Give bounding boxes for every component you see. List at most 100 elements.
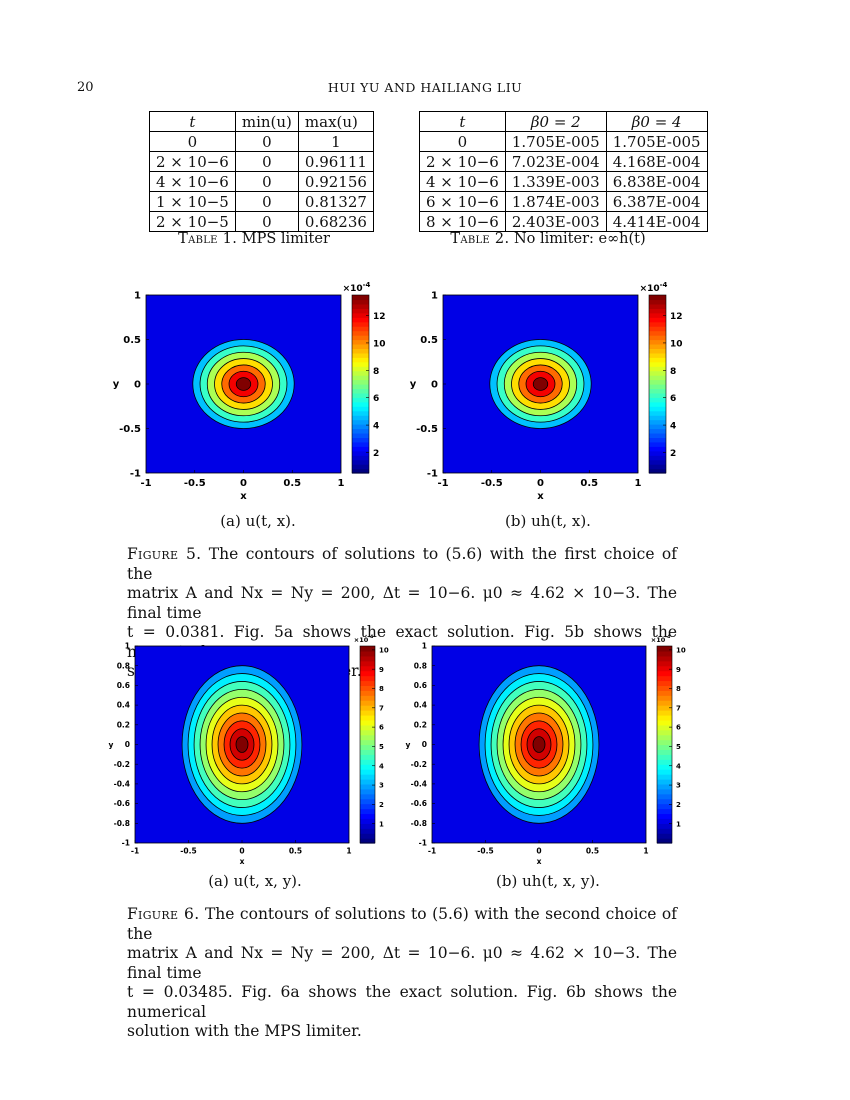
y-tick-label: -0.4 [411, 780, 427, 789]
colorbar-tick-label: 8 [379, 685, 384, 693]
colorbar-scale-exponent: -4 [368, 634, 373, 640]
colorbar-tick-label: 10 [379, 646, 389, 654]
colorbar-segment [352, 330, 369, 336]
cell: 4 × 10−6 [419, 171, 506, 192]
col-max: max(u) [304, 112, 358, 131]
contour-band [532, 736, 546, 753]
cell: 0.68236 [297, 211, 374, 232]
cell: 1 × 10−5 [149, 191, 236, 212]
colorbar-segment [657, 719, 672, 726]
colorbar-segment [360, 670, 375, 677]
colorbar-tick-label: 4 [676, 762, 681, 770]
table-row: 6 × 10−6 1.874E-003 6.387E-004 [419, 191, 708, 212]
cell: 0 [234, 211, 299, 232]
colorbar-frame [351, 294, 370, 474]
y-tick-label: 0.5 [420, 335, 438, 346]
colorbar-segment [649, 441, 666, 447]
colorbar-tick-label: 9 [676, 666, 681, 674]
colorbar-tick-label: 7 [676, 704, 681, 712]
y-tick-label: -0.4 [114, 780, 130, 789]
colorbar-tick-label: 4 [670, 422, 676, 432]
colorbar-segment [649, 424, 666, 430]
caption-line: solution with the MPS limiter. [127, 1022, 362, 1040]
table-header-row: t min(u) max(u) [149, 111, 374, 132]
colorbar-segment [657, 700, 672, 706]
colorbar-segment [649, 308, 666, 314]
cell: 6.838E-004 [605, 171, 708, 192]
caption-line: Figure 5. The contours of solutions to (… [127, 545, 677, 584]
colorbar-segment [360, 710, 375, 716]
colorbar-segment [352, 384, 369, 390]
colorbar-segment [360, 655, 375, 662]
colorbar-tick-label: 12 [670, 312, 683, 322]
colorbar-segment [352, 410, 369, 416]
colorbar-segment [360, 660, 375, 667]
colorbar-tick-label: 8 [676, 685, 681, 693]
colorbar-segment [360, 828, 375, 834]
colorbar-segment [360, 833, 375, 839]
figure-5b-subcaption: (b) uh(t, x). [505, 512, 591, 530]
colorbar-segment [352, 343, 369, 349]
table-1-caption: Table 1. MPS limiter [149, 231, 359, 247]
colorbar-tick-label: 5 [379, 743, 384, 751]
colorbar-segment [352, 312, 369, 318]
colorbar-segment [657, 828, 672, 834]
x-tick-label: 0.5 [586, 847, 599, 856]
colorbar-segment [657, 759, 672, 765]
colorbar-segment [649, 384, 666, 390]
colorbar-segment [360, 675, 375, 682]
colorbar-segment [352, 321, 369, 327]
table-header-cell: t [419, 111, 506, 132]
y-tick-label: 0.5 [123, 335, 141, 346]
cell: 1.339E-003 [504, 171, 607, 192]
colorbar-segment [360, 705, 375, 711]
colorbar-segment [360, 774, 375, 780]
y-tick-label: -0.5 [119, 424, 141, 435]
colorbar-segment [649, 428, 666, 434]
colorbar-segment [352, 361, 369, 367]
colorbar-segment [649, 361, 666, 367]
colorbar-scale-label: ×10-4 [640, 281, 668, 294]
y-tick-label: -1 [122, 839, 130, 848]
figure-6-caption: Figure 6. The contours of solutions to (… [127, 905, 677, 1042]
colorbar-segment [657, 833, 672, 839]
y-axis-label: y [109, 741, 114, 750]
colorbar-segment [360, 759, 375, 765]
colorbar-tick-label: 10 [670, 339, 683, 349]
cell: 0 [234, 131, 299, 152]
cell: 0 [234, 191, 299, 212]
y-tick-label: -0.2 [411, 760, 427, 769]
y-tick-label: -1 [427, 469, 438, 480]
colorbar-segment [657, 690, 672, 696]
colorbar-tick-label: 3 [676, 782, 681, 790]
colorbar-segment [657, 729, 672, 736]
x-tick-label: -1 [437, 478, 448, 489]
cell: 0.81327 [297, 191, 374, 212]
y-tick-label: 0 [134, 380, 141, 391]
y-axis-label: y [113, 379, 120, 390]
cell: 4 × 10−6 [149, 171, 236, 192]
figure-5a-subcaption: (a) u(t, x). [220, 512, 296, 530]
cell: 8 × 10−6 [419, 211, 506, 232]
colorbar-segment [352, 339, 369, 345]
table-row: 4 × 10−6 1.339E-003 6.838E-004 [419, 171, 708, 192]
cell: 2 × 10−5 [149, 211, 236, 232]
colorbar-segment [360, 650, 375, 657]
colorbar-tick-label: 4 [373, 422, 379, 432]
colorbar-segment [352, 379, 369, 385]
colorbar-segment [360, 769, 375, 775]
colorbar-scale-base: ×10 [354, 636, 369, 644]
colorbar-segment [649, 437, 666, 443]
colorbar-tick-label: 12 [373, 312, 386, 322]
colorbar-tick-label: 5 [676, 743, 681, 751]
colorbar-segment [360, 700, 375, 706]
colorbar-segment [649, 295, 666, 301]
colorbar-segment [352, 370, 369, 376]
col-beta2: β0 = 2 [530, 112, 581, 131]
colorbar-scale-base: ×10 [651, 636, 666, 644]
caption-label: Figure 5. [127, 545, 202, 563]
colorbar-segment [649, 401, 666, 407]
y-tick-label: -0.6 [411, 799, 427, 808]
x-tick-label: 1 [643, 847, 648, 856]
y-tick-label: 0.2 [414, 720, 427, 729]
